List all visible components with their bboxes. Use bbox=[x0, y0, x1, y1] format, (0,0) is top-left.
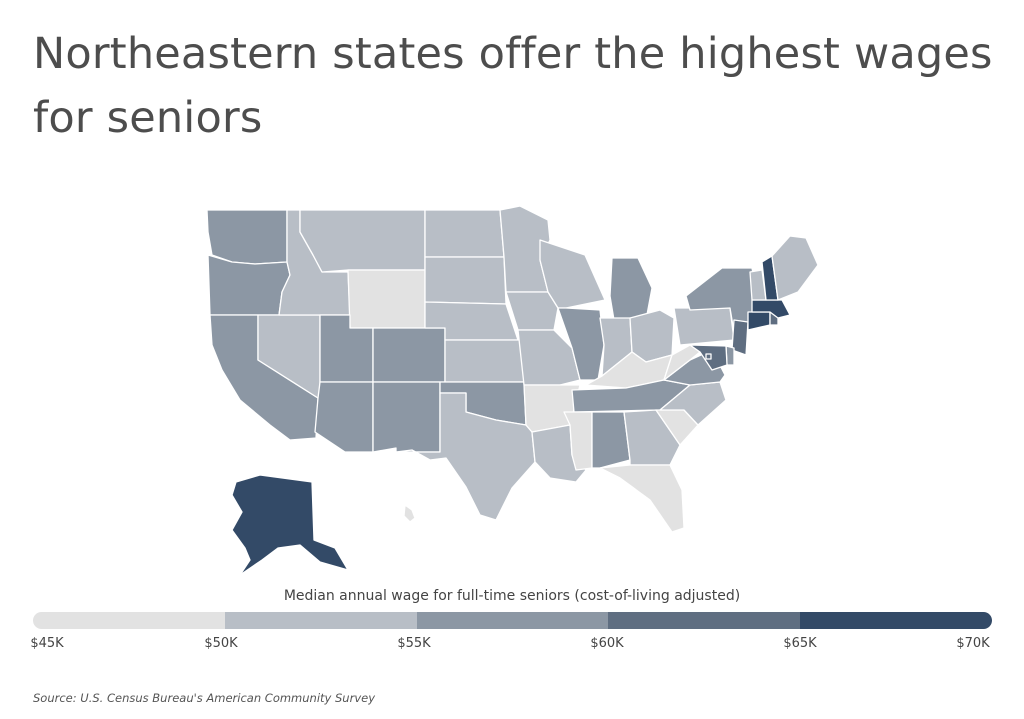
legend-tick: $60K bbox=[590, 636, 624, 651]
legend-title: Median annual wage for full-time seniors… bbox=[283, 588, 741, 604]
legend-bin-3 bbox=[608, 612, 801, 629]
legend-tick: $55K bbox=[397, 636, 431, 651]
state-ia bbox=[505, 291, 559, 331]
state-tx bbox=[395, 392, 536, 521]
state-nd bbox=[424, 209, 505, 258]
legend-bin-2 bbox=[416, 612, 609, 629]
state-dc bbox=[705, 353, 712, 360]
state-al bbox=[591, 411, 631, 469]
state-me bbox=[771, 235, 819, 301]
state-pa bbox=[673, 307, 735, 346]
states-layer bbox=[206, 205, 819, 576]
legend-bin-4 bbox=[800, 612, 992, 629]
legend-bin-1 bbox=[224, 612, 417, 629]
state-or bbox=[207, 254, 291, 316]
state-ma bbox=[751, 299, 791, 319]
state-az bbox=[314, 381, 374, 453]
state-ks bbox=[444, 339, 525, 383]
source-note: Source: U.S. Census Bureau's American Co… bbox=[33, 691, 376, 705]
state-oh bbox=[629, 309, 675, 363]
state-ct bbox=[747, 311, 771, 331]
state-ak bbox=[231, 474, 349, 576]
state-wy bbox=[347, 269, 426, 329]
legend-bin-0 bbox=[33, 612, 225, 629]
state-co bbox=[372, 327, 446, 383]
legend-tick: $50K bbox=[204, 636, 238, 651]
state-hi bbox=[403, 504, 416, 523]
state-wa bbox=[206, 209, 288, 265]
state-sd bbox=[424, 256, 507, 305]
state-mt bbox=[299, 209, 426, 273]
chart-title: Northeastern states offer the highest wa… bbox=[33, 29, 993, 143]
state-nj bbox=[731, 319, 749, 356]
legend-tick: $65K bbox=[783, 636, 817, 651]
legend-color-scale bbox=[33, 612, 992, 629]
state-fl bbox=[599, 464, 685, 533]
legend-tick: $45K bbox=[30, 636, 64, 651]
state-mi bbox=[609, 257, 653, 321]
state-il bbox=[557, 307, 605, 381]
legend-tick: $70K bbox=[956, 636, 990, 651]
state-nm bbox=[372, 381, 441, 453]
